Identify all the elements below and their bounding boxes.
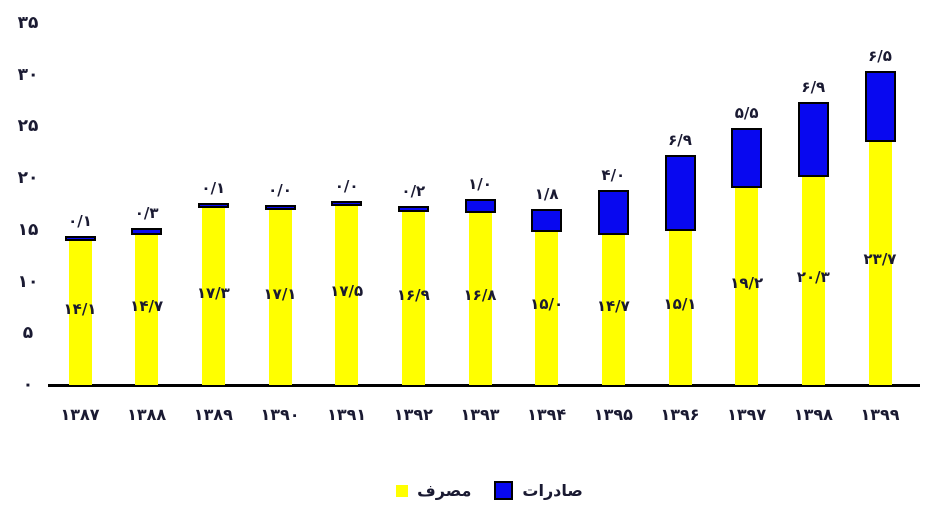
consumption-value-label: ۱۶/۸ — [463, 286, 497, 305]
x-axis-label-3: ۱۳۹۰ — [260, 405, 300, 424]
exports-bar-7 — [531, 209, 563, 232]
exports-bar-1 — [131, 227, 163, 235]
exports-value-label: ۴/۰ — [601, 165, 626, 184]
consumption-bar-9 — [668, 228, 692, 385]
exports-bar-11 — [797, 101, 829, 178]
consumption-value-label: ۱۵/۰ — [530, 295, 564, 314]
y-axis-tick-label: ۳۵ — [17, 12, 39, 33]
x-axis-label-1: ۱۳۸۸ — [127, 405, 167, 424]
consumption-value-label: ۱۹/۲ — [730, 273, 764, 292]
exports-bar-4 — [331, 200, 363, 206]
consumption-bar-1 — [135, 232, 159, 385]
exports-value-label: ۰/۰ — [334, 176, 359, 195]
consumption-value-label: ۱۴/۷ — [596, 296, 630, 315]
x-axis-label-12: ۱۳۹۹ — [860, 405, 900, 424]
consumption-value-label: ۲۰/۳ — [796, 268, 830, 287]
consumption-value-label: ۱۷/۳ — [196, 283, 230, 302]
consumption-bar-10 — [735, 186, 759, 385]
x-axis-line — [48, 384, 920, 387]
y-axis-tick-label: ۲۰ — [17, 168, 39, 189]
legend: مصرف صادرات — [0, 481, 931, 500]
exports-value-label: ۶/۹ — [801, 77, 826, 96]
consumption-bar-4 — [335, 203, 359, 385]
y-axis-tick-label: ۵ — [22, 323, 34, 344]
exports-bar-12 — [864, 70, 896, 142]
exports-value-label: ۰/۱ — [68, 212, 92, 231]
consumption-value-label: ۱۷/۵ — [330, 282, 364, 301]
consumption-bar-5 — [401, 210, 425, 385]
exports-bar-0 — [64, 236, 96, 242]
consumption-value-label: ۱۶/۹ — [396, 285, 430, 304]
exports-value-label: ۱/۰ — [468, 174, 492, 193]
exports-value-label: ۰/۱ — [201, 179, 226, 198]
legend-swatch-exports — [494, 481, 514, 500]
consumption-bar-7 — [535, 229, 559, 385]
consumption-value-label: ۱۴/۱ — [63, 300, 97, 319]
consumption-bar-8 — [601, 232, 625, 385]
y-axis-tick-label: ۰ — [22, 375, 34, 395]
exports-bar-5 — [397, 206, 429, 213]
exports-value-label: ۰/۲ — [401, 182, 426, 201]
x-axis-label-7: ۱۳۹۴ — [527, 405, 567, 424]
legend-label-consumption: مصرف — [417, 481, 472, 500]
x-axis-label-0: ۱۳۸۷ — [60, 405, 100, 424]
x-axis-label-9: ۱۳۹۶ — [660, 405, 700, 424]
exports-bar-6 — [464, 198, 496, 214]
x-axis-label-10: ۱۳۹۷ — [727, 405, 767, 424]
y-axis-tick-label: ۱۰ — [17, 271, 39, 292]
exports-value-label: ۶/۹ — [668, 131, 692, 150]
exports-bar-3 — [264, 205, 296, 211]
consumption-bar-11 — [801, 175, 825, 385]
exports-value-label: ۵/۵ — [734, 103, 759, 122]
x-axis-label-8: ۱۳۹۵ — [593, 405, 633, 424]
consumption-value-label: ۲۳/۷ — [863, 250, 897, 269]
consumption-value-label: ۱۷/۱ — [263, 284, 297, 303]
consumption-value-label: ۱۴/۷ — [130, 296, 164, 315]
y-axis-tick-label: ۱۵ — [17, 219, 39, 240]
exports-value-label: ۰/۰ — [268, 181, 292, 200]
x-axis-label-2: ۱۳۸۹ — [193, 405, 233, 424]
legend-swatch-consumption — [396, 484, 409, 497]
exports-value-label: ۶/۵ — [868, 46, 892, 65]
consumption-value-label: ۱۵/۱ — [663, 294, 697, 313]
x-axis-label-6: ۱۳۹۳ — [460, 405, 500, 424]
exports-value-label: ۱/۸ — [534, 185, 559, 204]
exports-bar-10 — [731, 127, 763, 189]
exports-bar-2 — [197, 203, 229, 209]
x-axis-label-5: ۱۳۹۲ — [393, 405, 433, 424]
exports-bar-8 — [597, 189, 629, 235]
consumption-bar-6 — [468, 211, 492, 385]
x-axis-label-4: ۱۳۹۱ — [327, 405, 367, 424]
consumption-bar-3 — [268, 208, 292, 385]
consumption-bar-12 — [868, 139, 892, 385]
y-axis-tick-label: ۲۵ — [17, 116, 39, 137]
x-axis-label-11: ۱۳۹۸ — [793, 405, 833, 424]
exports-bar-9 — [664, 155, 696, 231]
legend-label-exports: صادرات — [522, 481, 583, 500]
y-axis-tick-label: ۳۰ — [17, 64, 39, 85]
consumption-bar-0 — [68, 239, 92, 385]
exports-value-label: ۰/۳ — [134, 203, 159, 222]
consumption-bar-2 — [201, 206, 225, 385]
